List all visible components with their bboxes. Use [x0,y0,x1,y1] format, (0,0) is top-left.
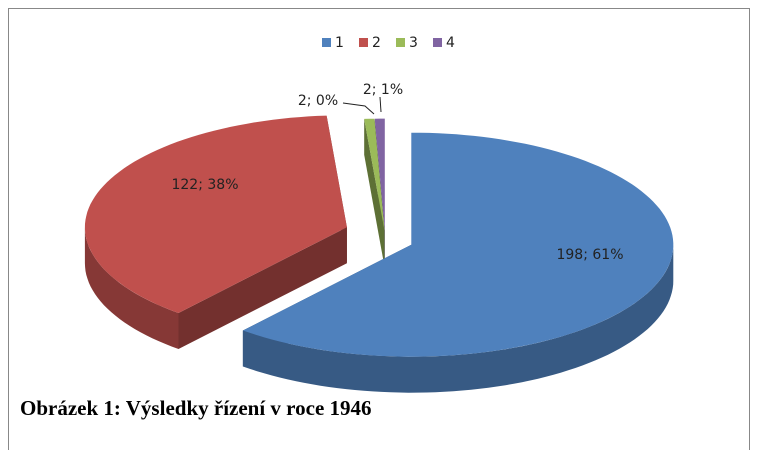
slice-face [364,118,385,267]
slice-face [178,227,347,349]
data-label: 122; 38% [171,177,238,193]
caption: Obrázek 1: Výsledky řízení v roce 1946 [20,396,372,420]
legend-label: 4 [446,35,455,51]
slice [84,115,347,313]
data-label: 198; 61% [556,247,623,263]
legend-swatch [396,38,405,47]
slice-side [242,244,674,393]
slice [364,118,385,231]
legend-swatch [433,38,442,47]
chart-frame [8,8,750,450]
slice [374,118,385,231]
legend-swatch [359,38,368,47]
slice [242,132,674,357]
slice-side [84,227,179,349]
data-label: 2; 0% [298,93,338,109]
legend-label: 1 [335,35,344,51]
legend-swatch [322,38,331,47]
legend-label: 2 [372,35,381,51]
data-label: 2; 1% [363,82,403,98]
leader-line [342,102,375,115]
legend-label: 3 [409,35,418,51]
leader-line [379,96,382,113]
